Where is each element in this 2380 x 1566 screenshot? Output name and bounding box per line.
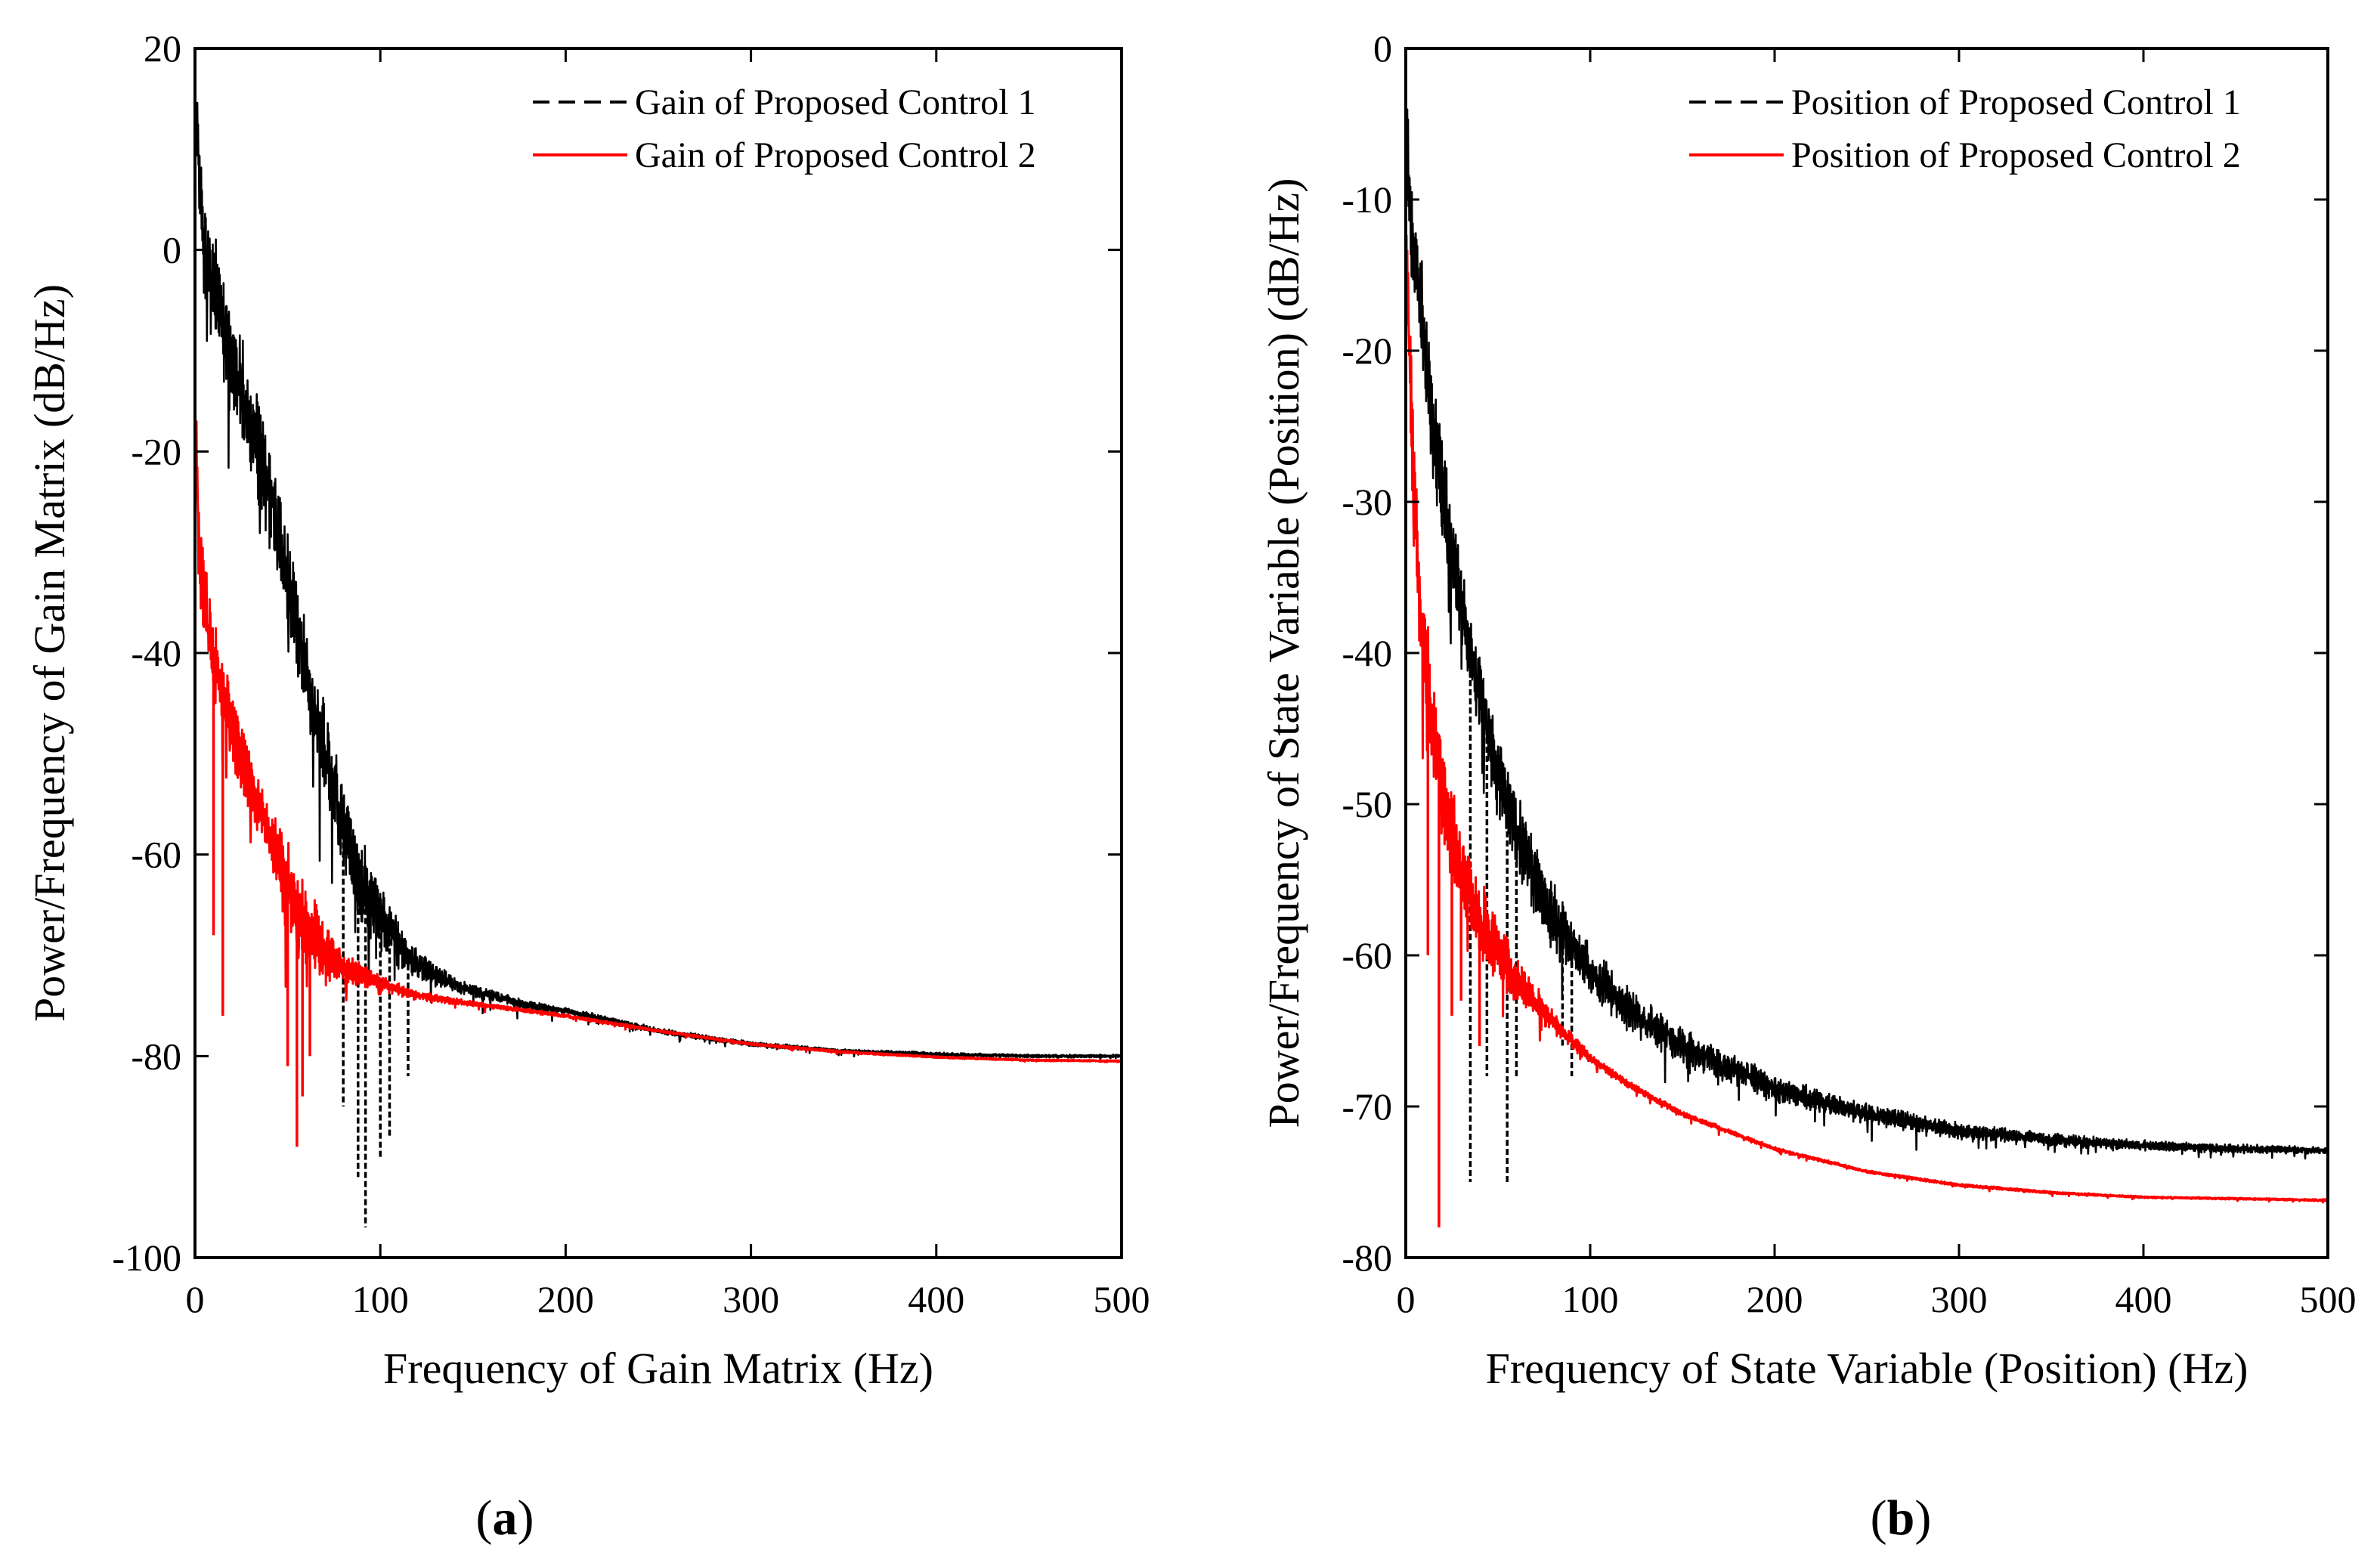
panel-a-y-axis-label: Power/Frequency of Gain Matrix (dB/Hz)	[25, 284, 74, 1022]
panel-a-y-tick-label: -60	[131, 834, 181, 876]
panel-a-x-tick-label: 100	[352, 1278, 409, 1320]
panel-a-ticks: 0 100 200 300 400 500 -100 -80 -60 -40 -20 0 20	[112, 27, 1150, 1320]
panel-b-y-tick-label: -50	[1342, 783, 1392, 825]
panel-a-label: (a)	[476, 1490, 534, 1546]
panel-b-x-tick-label: 300	[1931, 1278, 1988, 1320]
panel-a-legend-entry-2: Gain of Proposed Control 2	[635, 135, 1036, 175]
panel-a-series-2-line	[195, 403, 1122, 1063]
panel-b-y-tick-label: -30	[1342, 481, 1392, 523]
panel-b-x-axis-label: Frequency of State Variable (Position) (…	[1486, 1344, 2248, 1393]
panel-a-label-open: (	[476, 1490, 493, 1546]
panel-a-legend-entry-1: Gain of Proposed Control 1	[635, 82, 1036, 122]
panel-a-x-tick-label: 500	[1094, 1278, 1150, 1320]
panel-b-series-1-line	[1406, 103, 2328, 1160]
panel-a-y-tick-label: -40	[131, 632, 181, 674]
panel-b-x-tick-label: 200	[1747, 1278, 1803, 1320]
panel-b-y-tick-label: -10	[1342, 178, 1392, 221]
panel-a-x-tick-label: 200	[537, 1278, 594, 1320]
panel-b-y-tick-label: 0	[1373, 27, 1392, 70]
panel-a-label-letter: a	[493, 1490, 518, 1546]
panel-b-label-close: )	[1914, 1490, 1931, 1546]
panel-b-plot-area	[1406, 103, 2328, 1227]
panel-b-y-tick-label: -20	[1342, 330, 1392, 372]
panel-b-series-2-line	[1406, 179, 2328, 1204]
panel-a-x-tick-label: 400	[908, 1278, 964, 1320]
panel-b-x-tick-label: 400	[2115, 1278, 2172, 1320]
panel-b-y-tick-label: -40	[1342, 632, 1392, 674]
panel-a-y-tick-label: -80	[131, 1035, 181, 1077]
panel-a-legend: Gain of Proposed Control 1 Gain of Propos…	[533, 82, 1036, 175]
panel-b-label: (b)	[1871, 1490, 1932, 1546]
panel-b-legend-entry-2: Position of Proposed Control 2	[1791, 135, 2241, 175]
panel-a-label-close: )	[518, 1490, 534, 1546]
panel-b-y-axis-label: Power/Frequency of State Variable (Posit…	[1259, 178, 1308, 1128]
panel-b: 0 100 200 300 400 500 -80 -70 -60 -50 -40 -30 -20 -10…	[1259, 27, 2357, 1546]
panel-b-x-tick-label: 0	[1397, 1278, 1416, 1320]
panel-b-label-letter: b	[1887, 1490, 1915, 1546]
panel-b-x-tick-label: 500	[2300, 1278, 2357, 1320]
panel-b-legend-entry-1: Position of Proposed Control 1	[1791, 82, 2241, 122]
panel-a-series-1-line	[195, 82, 1122, 1061]
panel-a-x-tick-label: 0	[186, 1278, 205, 1320]
panel-b-ticks: 0 100 200 300 400 500 -80 -70 -60 -50 -40 -30 -20 -10…	[1342, 27, 2356, 1320]
panel-b-y-tick-label: -70	[1342, 1085, 1392, 1128]
panel-a-y-tick-label: -20	[131, 430, 181, 472]
panel-a-y-tick-label: -100	[112, 1236, 181, 1279]
panel-a-plot-area	[195, 82, 1122, 1227]
panel-b-legend: Position of Proposed Control 1 Position o…	[1689, 82, 2241, 175]
panel-b-y-tick-label: -60	[1342, 934, 1392, 976]
panel-a-y-tick-label: 0	[162, 229, 181, 271]
panel-b-label-open: (	[1871, 1490, 1887, 1546]
panel-a: 0 100 200 300 400 500 -100 -80 -60 -40 -20 0 20 Gain…	[25, 27, 1150, 1546]
panel-a-x-axis-label: Frequency of Gain Matrix (Hz)	[383, 1344, 933, 1393]
panel-a-y-tick-label: 20	[144, 27, 181, 70]
panel-a-x-tick-label: 300	[723, 1278, 779, 1320]
panel-b-x-tick-label: 100	[1562, 1278, 1619, 1320]
panel-b-y-tick-label: -80	[1342, 1236, 1392, 1279]
